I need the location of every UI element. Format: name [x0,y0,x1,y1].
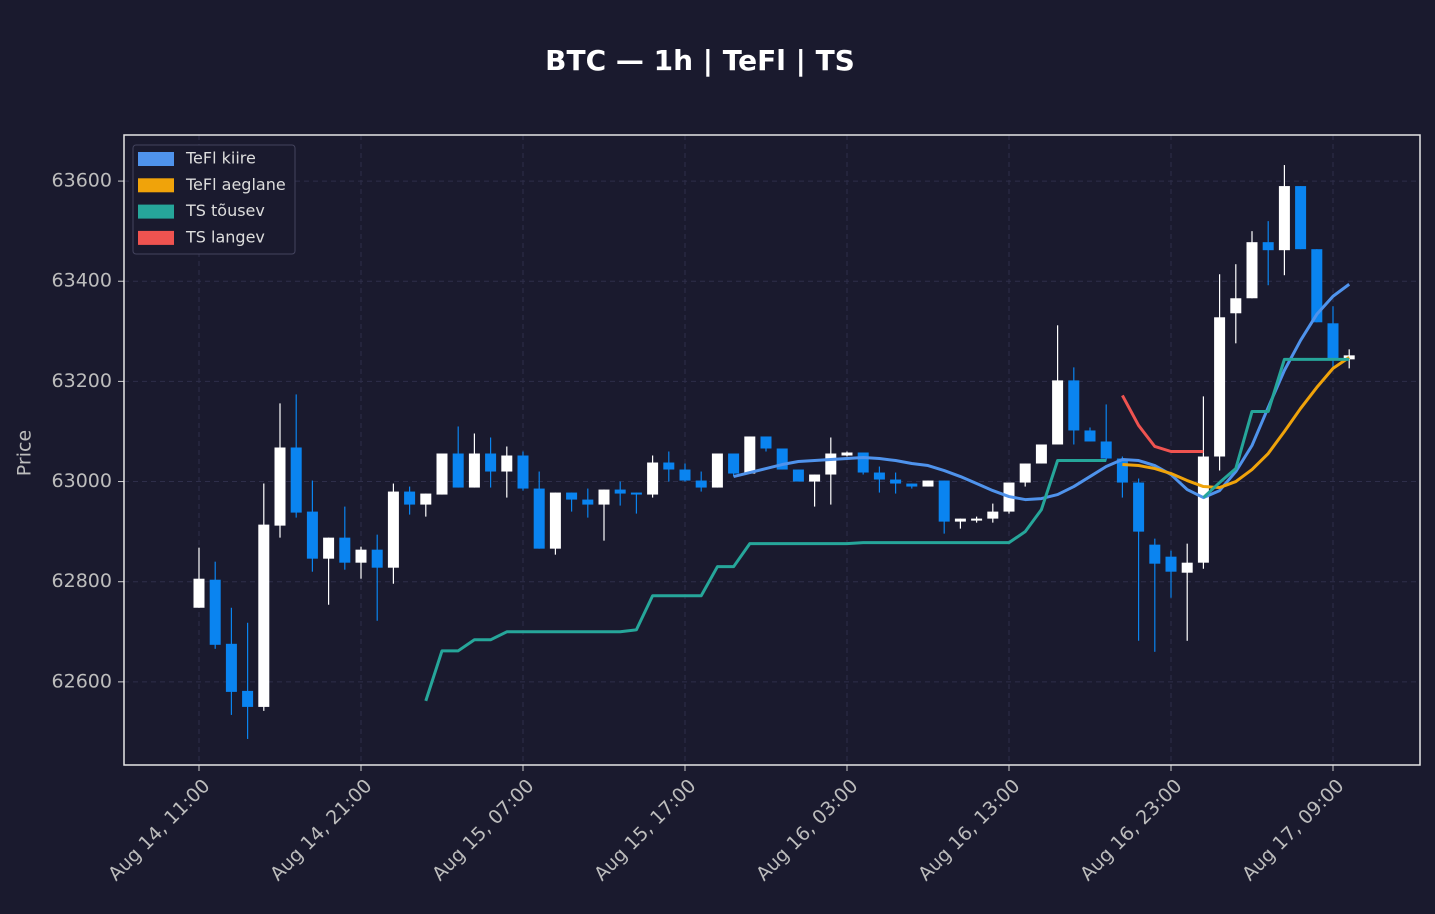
candle-body [1035,444,1047,464]
indicator-line [424,459,1107,702]
candle-body [387,491,399,568]
legend-label: TS langev [185,227,265,246]
plot-frame [123,134,1421,766]
candle-body [906,483,918,487]
candle-body [760,436,772,449]
candle-body [1116,458,1128,483]
y-axis-label: Price [14,430,36,476]
candle-body [728,453,740,474]
candle-body [290,447,302,513]
candle-body [533,488,545,549]
legend-label: TS tõusev [185,201,265,220]
candle-body [954,518,966,522]
candle-body [630,492,642,495]
candle-body [274,447,286,526]
candle-body [825,453,837,475]
candle-body [420,493,432,505]
candle-body [452,453,464,488]
candle-body [1100,441,1112,459]
chart-title: BTC — 1h | TeFl | TS [545,44,855,77]
candle-body [404,491,416,505]
candle-body [938,480,950,522]
candle-body [971,518,983,521]
candle-body [1246,242,1258,299]
candle-body [922,480,934,487]
candle-body [1133,482,1145,532]
candle-body [517,455,529,489]
candle-body [566,492,578,500]
candle-body [809,474,821,482]
legend-swatch [138,204,174,219]
legend-swatch [138,230,174,245]
candle-body [695,480,707,488]
candle-body [1149,544,1161,564]
candle-body [1019,463,1031,483]
candle-body [1165,556,1177,572]
candle-body [1068,380,1080,431]
indicator-line [733,283,1351,502]
candle-body [1311,249,1323,323]
candle-body [679,469,691,481]
candle-body [614,489,626,494]
candle-body [209,579,221,645]
candle-body [355,549,367,563]
candle-body [501,455,513,472]
candle-body [1278,186,1290,251]
candle-body [1295,186,1307,250]
candle-body [776,448,788,470]
candle-body [258,524,270,707]
legend-label: TeFl aeglane [185,175,286,194]
indicator-line [1121,394,1204,454]
legend-swatch [138,178,174,193]
candle-body [1214,317,1226,457]
legend-swatch [138,152,174,166]
candle-body [371,549,383,568]
y-tick-label: 63600 [52,170,112,192]
candle-body [647,462,659,495]
y-tick-label: 63200 [52,370,112,392]
candle-body [598,489,610,505]
indicator-line [1202,357,1350,499]
candle-body [841,452,853,456]
y-tick-label: 63400 [52,270,112,292]
candle-body [1084,430,1096,442]
candle-body [744,436,756,474]
candle-body [1181,562,1193,573]
candle-body [663,462,675,470]
candle-body [436,453,448,495]
candle-body [1197,456,1209,563]
y-tick-label: 62800 [52,570,112,592]
candle-body [1262,242,1274,251]
candle-body [1230,298,1242,314]
indicator-line [1122,356,1351,490]
y-tick-label: 62600 [52,670,112,692]
candle-body [339,537,351,563]
candle-body [987,511,999,519]
candle-body [468,453,480,488]
candle-body [890,479,902,484]
candle-body [873,472,885,480]
candle-body [485,453,497,472]
candle-body [1327,323,1339,360]
candle-body [1052,380,1064,445]
candle-body [323,537,335,559]
candle-body [549,492,561,549]
candle-body [711,453,723,488]
candle-body [792,469,804,482]
y-tick-label: 63000 [52,470,112,492]
candle-body [193,578,205,608]
legend-box [132,144,296,255]
candle-body [582,499,594,505]
candle-body [242,690,254,707]
legend-label: TeFl kiire [185,149,256,168]
candle-body [857,452,869,473]
candle-body [306,511,318,559]
candle-body [225,643,237,692]
